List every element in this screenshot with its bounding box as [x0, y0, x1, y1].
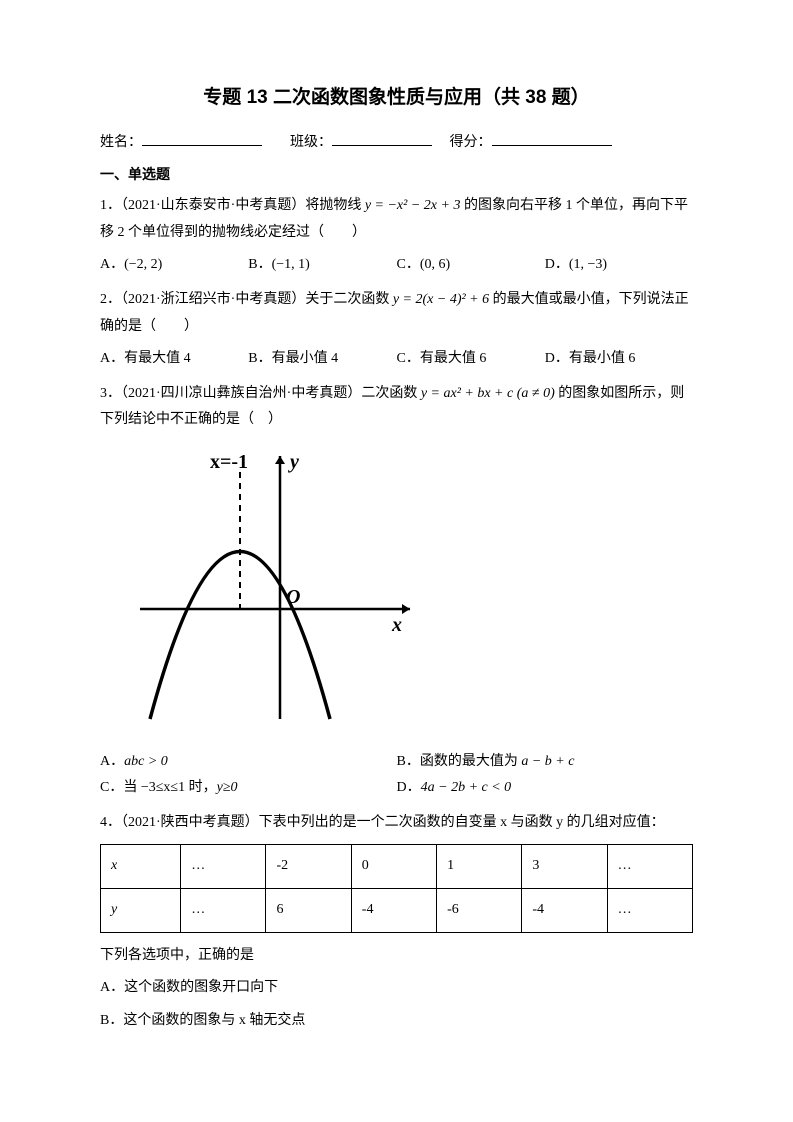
- cell: 1: [437, 845, 522, 889]
- q1-option-b: B．(−1, 1): [248, 252, 396, 279]
- question-1: 1．（2021·山东泰安市·中考真题）将抛物线 y = −x² − 2x + 3…: [100, 193, 693, 246]
- score-label: 得分：: [450, 135, 492, 150]
- svg-text:x=-1: x=-1: [210, 451, 248, 473]
- q1-option-d: D．(1, −3): [545, 252, 693, 279]
- q4-table: x … -2 0 1 3 … y … 6 -4 -6 -4 …: [100, 844, 693, 932]
- cell: 6: [266, 889, 351, 933]
- table-row-x: x … -2 0 1 3 …: [101, 845, 693, 889]
- cell: …: [607, 889, 692, 933]
- cell: …: [607, 845, 692, 889]
- cell-y-label: y: [101, 889, 181, 933]
- svg-text:O: O: [286, 586, 300, 608]
- cell: -4: [351, 889, 436, 933]
- q1-option-c: C．(0, 6): [397, 252, 545, 279]
- question-3: 3．（2021·四川凉山彝族自治州·中考真题）二次函数 y = ax² + bx…: [100, 381, 693, 434]
- cell: …: [181, 889, 266, 933]
- q3-option-c: C．当 −3≤x≤1 时，y≥0: [100, 775, 397, 802]
- cell: -6: [437, 889, 522, 933]
- q4-option-a: A．这个函数的图象开口向下: [100, 975, 693, 1002]
- info-row: 姓名： 班级： 得分：: [100, 130, 693, 157]
- section-heading: 一、单选题: [100, 163, 693, 190]
- q3-options: A．abc > 0 B．函数的最大值为 a − b + c C．当 −3≤x≤1…: [100, 749, 693, 802]
- q3-text-prefix: 3．（2021·四川凉山彝族自治州·中考真题）二次函数: [100, 386, 421, 401]
- name-blank[interactable]: [142, 131, 262, 146]
- q3-graph: x=-1 y x O: [130, 444, 693, 735]
- q3-option-d: D．4a − 2b + c < 0: [397, 775, 694, 802]
- page-title: 专题 13 二次函数图象性质与应用（共 38 题）: [100, 80, 693, 116]
- cell: -4: [522, 889, 607, 933]
- q1-option-a: A．(−2, 2): [100, 252, 248, 279]
- cell-x-label: x: [101, 845, 181, 889]
- question-2: 2．（2021·浙江绍兴市·中考真题）关于二次函数 y = 2(x − 4)² …: [100, 287, 693, 340]
- q2-option-d: D．有最小值 6: [545, 346, 693, 373]
- q2-formula: y = 2(x − 4)² + 6: [393, 292, 489, 307]
- q2-option-b: B．有最小值 4: [248, 346, 396, 373]
- name-label: 姓名：: [100, 135, 142, 150]
- q3-option-b: B．函数的最大值为 a − b + c: [397, 749, 694, 776]
- q2-options: A．有最大值 4 B．有最小值 4 C．有最大值 6 D．有最小值 6: [100, 346, 693, 373]
- cell: 3: [522, 845, 607, 889]
- q1-text-prefix: 1．（2021·山东泰安市·中考真题）将抛物线: [100, 198, 365, 213]
- parabola-graph-svg: x=-1 y x O: [130, 444, 420, 724]
- q4-after: 下列各选项中，正确的是: [100, 943, 693, 970]
- q2-text-prefix: 2．（2021·浙江绍兴市·中考真题）关于二次函数: [100, 292, 393, 307]
- q2-option-c: C．有最大值 6: [397, 346, 545, 373]
- table-row-y: y … 6 -4 -6 -4 …: [101, 889, 693, 933]
- class-blank[interactable]: [332, 131, 432, 146]
- q3-formula: y = ax² + bx + c (a ≠ 0): [421, 386, 555, 401]
- score-blank[interactable]: [492, 131, 612, 146]
- cell: …: [181, 845, 266, 889]
- q3-option-a: A．abc > 0: [100, 749, 397, 776]
- q2-option-a: A．有最大值 4: [100, 346, 248, 373]
- class-label: 班级：: [290, 135, 332, 150]
- cell: 0: [351, 845, 436, 889]
- svg-text:y: y: [288, 451, 299, 473]
- svg-text:x: x: [391, 614, 402, 636]
- cell: -2: [266, 845, 351, 889]
- question-4: 4．（2021·陕西中考真题）下表中列出的是一个二次函数的自变量 x 与函数 y…: [100, 810, 693, 837]
- q4-option-b: B．这个函数的图象与 x 轴无交点: [100, 1008, 693, 1035]
- q1-formula: y = −x² − 2x + 3: [365, 198, 461, 213]
- q1-options: A．(−2, 2) B．(−1, 1) C．(0, 6) D．(1, −3): [100, 252, 693, 279]
